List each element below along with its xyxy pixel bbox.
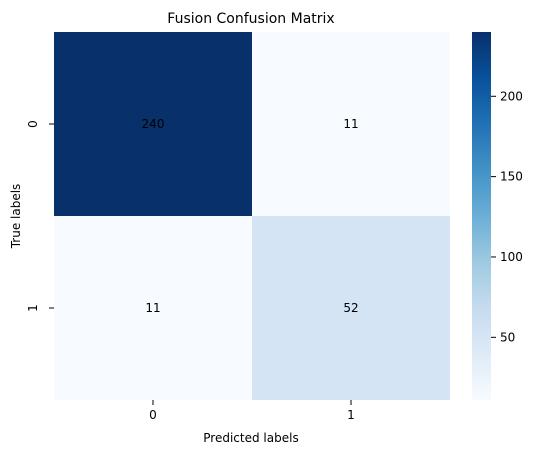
heatmap-cells — [54, 32, 450, 400]
heatmap-cell-1-1 — [252, 216, 450, 400]
cell-annotation-0-1: 11 — [343, 117, 358, 131]
heatmap-cell-1-0 — [54, 216, 252, 400]
colorbar-tick-label-0: 50 — [500, 330, 515, 344]
heatmap-annotations: 240 11 11 52 — [142, 117, 359, 315]
heatmap-cell-0-1 — [252, 32, 450, 216]
x-tick-label-0: 0 — [149, 408, 157, 422]
y-tick-label-0: 0 — [26, 120, 40, 128]
y-axis: 01 — [26, 120, 54, 312]
colorbar-gradient — [472, 32, 491, 400]
colorbar-tick-label-3: 200 — [500, 89, 523, 103]
x-axis-label: Predicted labels — [203, 431, 298, 445]
cell-annotation-0-0: 240 — [142, 117, 165, 131]
x-tick-label-1: 1 — [347, 408, 355, 422]
y-tick-label-1: 1 — [26, 304, 40, 312]
cell-annotation-1-0: 11 — [145, 301, 160, 315]
cell-annotation-1-1: 52 — [343, 301, 358, 315]
colorbar: 50 100 150 200 — [472, 32, 523, 400]
colorbar-tick-label-1: 100 — [500, 250, 523, 264]
heatmap-cell-0-0 — [54, 32, 252, 216]
y-axis-label: True labels — [9, 184, 23, 250]
colorbar-tick-label-2: 150 — [500, 170, 523, 184]
chart-title: Fusion Confusion Matrix — [167, 11, 334, 27]
